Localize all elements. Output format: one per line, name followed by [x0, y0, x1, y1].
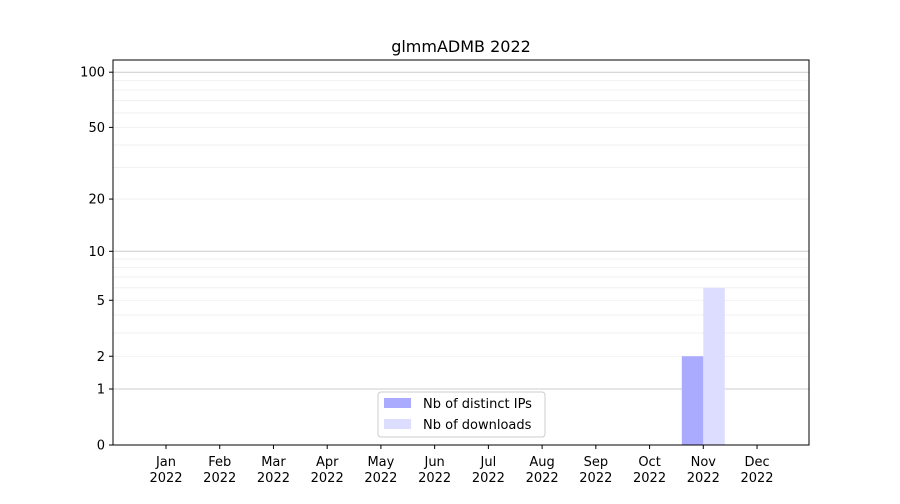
x-tick-label: Aug 2022 — [526, 455, 559, 486]
x-tick-label: Jun 2022 — [418, 455, 451, 486]
x-tick-label: Jan 2022 — [149, 455, 182, 486]
legend: Nb of distinct IPs Nb of downloads — [377, 391, 546, 438]
y-tick-label: 1 — [97, 383, 105, 398]
y-tick-label: 5 — [97, 294, 105, 309]
y-tick-label: 50 — [88, 121, 105, 136]
legend-swatch — [384, 398, 411, 408]
x-tick-label: May 2022 — [364, 455, 397, 486]
bar-nb-of-distinct-ips — [681, 356, 704, 445]
chart-title: glmmADMB 2022 — [391, 37, 531, 56]
x-tick-label: Mar 2022 — [257, 455, 290, 486]
legend-box — [377, 391, 546, 438]
x-tick-label: Dec 2022 — [740, 455, 773, 486]
legend-label: Nb of distinct IPs — [423, 397, 532, 412]
legend-swatch — [384, 419, 411, 429]
x-tick-label: Jul 2022 — [472, 455, 505, 486]
x-tick-label: Feb 2022 — [203, 455, 236, 486]
y-tick-label: 2 — [97, 350, 105, 365]
y-tick-label: 0 — [97, 439, 105, 454]
x-tick-label: Sep 2022 — [579, 455, 612, 486]
x-tick-label: Nov 2022 — [687, 455, 720, 486]
bar-nb-of-downloads — [703, 287, 725, 445]
legend-label: Nb of downloads — [423, 418, 532, 433]
y-tick-label: 20 — [88, 193, 105, 208]
y-tick-label: 10 — [88, 245, 105, 260]
x-tick-label: Oct 2022 — [633, 455, 666, 486]
plot-frame — [112, 59, 810, 446]
x-tick-label: Apr 2022 — [311, 455, 344, 486]
y-tick-label: 100 — [80, 66, 105, 81]
